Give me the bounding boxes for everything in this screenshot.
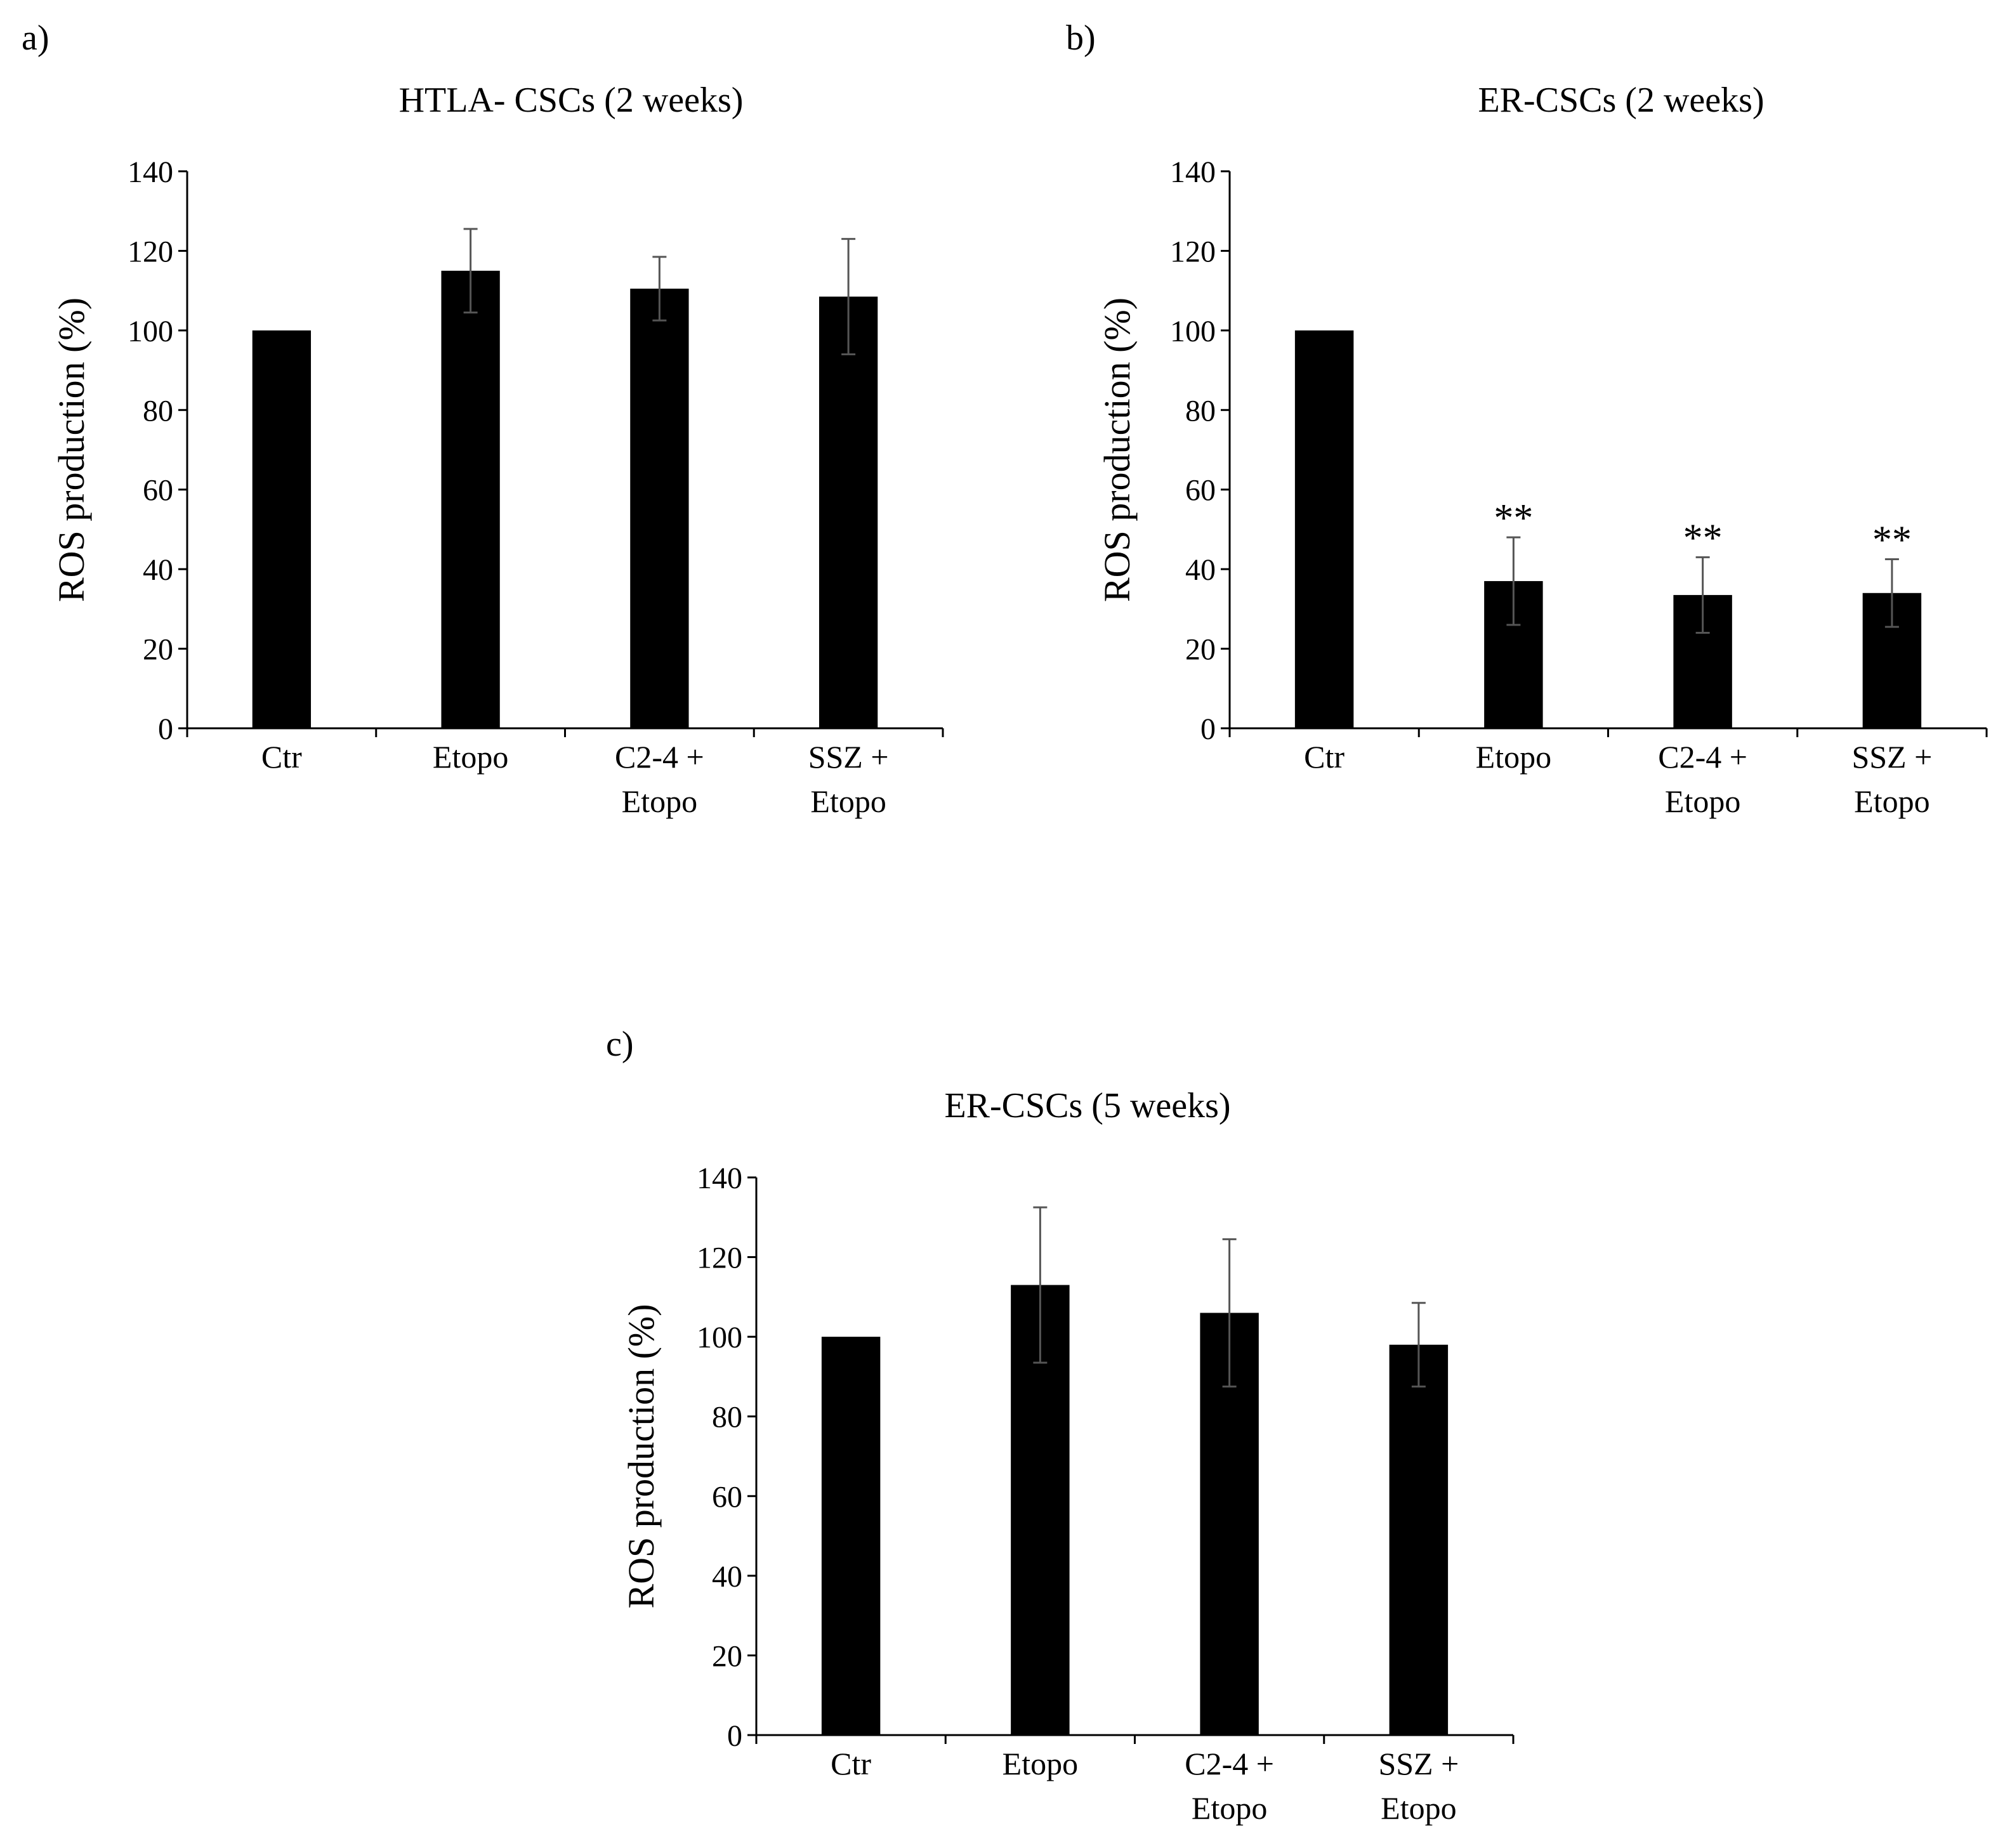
y-tick-label-a: 140 bbox=[128, 155, 173, 189]
y-tick-label-b: 140 bbox=[1170, 155, 1216, 189]
x-tick-label-b: C2-4 + bbox=[1658, 739, 1747, 775]
y-axis-label-a: ROS production (%) bbox=[51, 298, 92, 602]
x-tick-label-b: Etopo bbox=[1665, 783, 1740, 819]
x-tick-label-a: Etopo bbox=[810, 783, 886, 819]
y-tick-label-b: 100 bbox=[1170, 315, 1216, 348]
y-tick-label-a: 60 bbox=[143, 474, 173, 508]
y-tick-label-a: 0 bbox=[158, 712, 173, 746]
y-tick-label-a: 40 bbox=[143, 553, 173, 587]
panel-a: a) HTLA- CSCs (2 weeks) 0 20 40 60 80 100 120 1… bbox=[22, 18, 944, 819]
x-tick-label-b: Etopo bbox=[1854, 783, 1929, 819]
x-tick-label-b: Ctr bbox=[1304, 739, 1344, 775]
bar-a bbox=[818, 296, 878, 728]
bar-a bbox=[441, 270, 500, 728]
y-tick-label-a: 120 bbox=[128, 235, 173, 268]
chart-title-a: HTLA- CSCs (2 weeks) bbox=[399, 81, 744, 120]
y-tick-label-c: 20 bbox=[712, 1639, 742, 1673]
x-tick-label-c: SSZ + bbox=[1378, 1746, 1459, 1781]
significance-marker-b: ** bbox=[1872, 518, 1912, 561]
x-tick-label-b: SSZ + bbox=[1851, 739, 1932, 775]
y-tick-label-b: 120 bbox=[1170, 235, 1216, 268]
y-tick-label-c: 120 bbox=[697, 1242, 742, 1275]
y-tick-label-c: 80 bbox=[712, 1401, 742, 1434]
x-tick-label-a: Etopo bbox=[433, 739, 508, 775]
x-tick-label-b: Etopo bbox=[1476, 739, 1551, 775]
chart-title-c: ER-CSCs (5 weeks) bbox=[944, 1086, 1230, 1125]
x-tick-label-c: Etopo bbox=[1192, 1790, 1267, 1826]
bar-c bbox=[1389, 1344, 1449, 1735]
y-tick-label-c: 60 bbox=[712, 1480, 742, 1514]
y-tick-label-c: 40 bbox=[712, 1560, 742, 1594]
y-tick-label-c: 100 bbox=[697, 1321, 742, 1354]
y-axis-label-c: ROS production (%) bbox=[621, 1304, 662, 1608]
y-tick-label-b: 80 bbox=[1185, 394, 1216, 428]
bar-a bbox=[630, 289, 689, 728]
x-tick-label-a: Ctr bbox=[261, 739, 302, 775]
panel-c: c) ER-CSCs (5 weeks) 0 20 40 60 80 100 120 140 R… bbox=[606, 1025, 1515, 1826]
significance-marker-b: ** bbox=[1683, 516, 1723, 560]
y-tick-label-c: 0 bbox=[727, 1719, 742, 1753]
x-tick-label-a: SSZ + bbox=[808, 739, 889, 775]
y-tick-label-b: 0 bbox=[1200, 712, 1216, 746]
y-tick-label-b: 40 bbox=[1185, 553, 1216, 587]
y-tick-label-a: 100 bbox=[128, 315, 173, 348]
y-tick-label-a: 20 bbox=[143, 633, 173, 667]
significance-marker-b: ** bbox=[1494, 497, 1533, 540]
y-tick-label-a: 80 bbox=[143, 394, 173, 428]
y-tick-label-b: 20 bbox=[1185, 633, 1216, 667]
bar-a bbox=[252, 330, 312, 728]
x-tick-label-a: C2-4 + bbox=[615, 739, 704, 775]
y-tick-label-c: 140 bbox=[697, 1162, 742, 1195]
x-tick-label-c: Etopo bbox=[1381, 1790, 1456, 1826]
panel-label-b: b) bbox=[1066, 18, 1096, 58]
x-tick-label-c: Etopo bbox=[1003, 1746, 1078, 1781]
y-axis-label-b: ROS production (%) bbox=[1096, 298, 1138, 602]
panel-label-c: c) bbox=[606, 1025, 634, 1064]
x-tick-label-c: C2-4 + bbox=[1185, 1746, 1274, 1781]
panel-label-a: a) bbox=[22, 18, 49, 58]
bar-c bbox=[821, 1337, 881, 1735]
panel-b: b) ER-CSCs (2 weeks) 0 20 40 60 80 100 120 140 R… bbox=[1066, 18, 1988, 819]
x-tick-label-c: Ctr bbox=[831, 1746, 871, 1781]
y-tick-label-b: 60 bbox=[1185, 474, 1216, 508]
chart-title-b: ER-CSCs (2 weeks) bbox=[1478, 81, 1764, 120]
bar-b bbox=[1294, 330, 1354, 728]
x-tick-label-a: Etopo bbox=[622, 783, 697, 819]
